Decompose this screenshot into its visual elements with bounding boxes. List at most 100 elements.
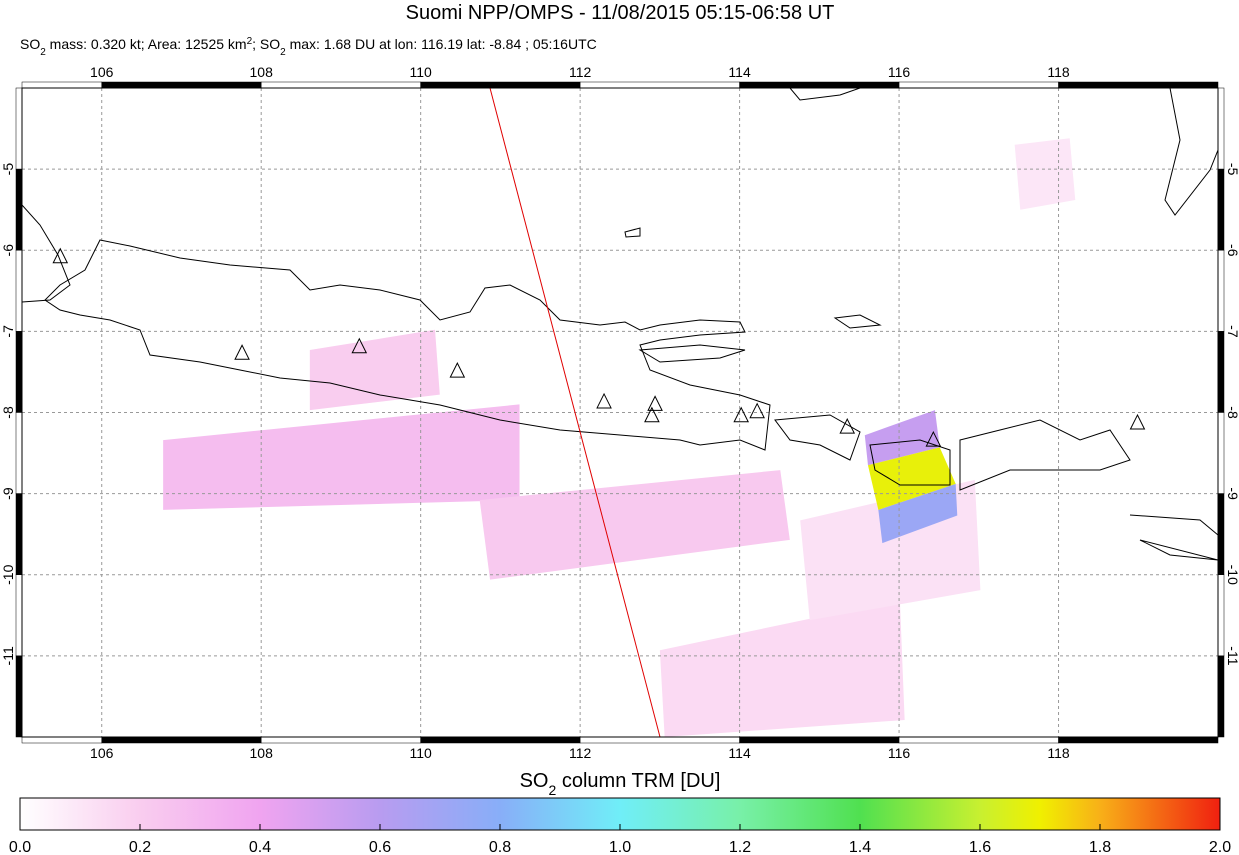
frame-bar: [420, 81, 581, 89]
volcano: [733, 406, 750, 423]
colorbar-tick-label: 1.6: [969, 839, 991, 855]
coastline: [1129, 514, 1218, 561]
frame-bar: [260, 736, 421, 744]
frame-bar: [21, 81, 102, 89]
frame-bar: [579, 736, 740, 744]
volcano: [596, 392, 612, 409]
frame-bar: [898, 736, 1059, 744]
x-tick-label: 108: [250, 745, 274, 761]
coastline: [1164, 88, 1218, 216]
frame-bar: [420, 736, 581, 744]
so2-pixel: [163, 404, 520, 510]
y-tick-label: -9: [0, 487, 16, 500]
volcanoes: [52, 247, 1146, 447]
x-tick-label: 116: [888, 64, 911, 80]
so2-pixel: [479, 470, 790, 580]
frame-bar: [101, 81, 262, 89]
coastlines: [22, 88, 1218, 737]
frame-bar: [1217, 87, 1225, 170]
coastline: [22, 204, 71, 303]
y-tick-label: -11: [1225, 646, 1239, 665]
y-tick-label: -6: [0, 244, 16, 257]
colorbar-tick-label: 0.4: [249, 839, 271, 855]
y-tick-label: -7: [0, 325, 16, 338]
frame-bar: [1217, 493, 1225, 575]
coastline: [638, 344, 746, 363]
x-tick-label: 118: [1047, 745, 1070, 761]
frame-bar: [579, 81, 740, 89]
coastline: [959, 419, 1131, 491]
y-tick-label: -9: [1225, 487, 1239, 500]
frame-bar: [260, 81, 421, 89]
frame-bar: [1217, 250, 1225, 332]
frame-bar: [1217, 412, 1225, 494]
colorbar: 0.0 0.2 0.4 0.6 0.8 1.0 1.2 1.4 1.6 1.8 2.0: [9, 797, 1231, 855]
so2-pixel: [878, 483, 958, 544]
volcano: [749, 402, 765, 419]
so2-pixel: [659, 599, 905, 737]
coastline: [44, 239, 771, 451]
colorbar-tick-label: 0.8: [489, 839, 511, 855]
x-tick-label: 118: [1047, 64, 1070, 80]
frame-bar: [15, 655, 23, 738]
colorbar-tick-label: 0.0: [9, 839, 31, 855]
frame-bar: [1217, 331, 1225, 413]
frame-bar: [15, 168, 23, 251]
so2-pixel: [867, 447, 956, 510]
frame-bar: [15, 87, 23, 170]
y-tick-label: -8: [1225, 406, 1239, 419]
x-tick-label: 112: [569, 64, 592, 80]
subtitle: SO2 mass: 0.320 kt; Area: 12525 km2; SO2…: [20, 36, 597, 58]
frame-bar: [1058, 736, 1219, 744]
frame-bar: [21, 736, 102, 744]
frame-bar: [739, 81, 900, 89]
y-tick-label: -11: [0, 646, 16, 665]
frame-bar: [15, 574, 23, 657]
x-tick-label: 114: [728, 745, 751, 761]
frame-bar: [15, 493, 23, 575]
x-tick-label: 108: [250, 64, 274, 80]
so2-pixel: [309, 329, 440, 411]
map-border: [21, 87, 1219, 738]
x-tick-label: 106: [90, 64, 114, 80]
volcano: [234, 344, 250, 360]
orbit-track: [489, 88, 661, 737]
volcano: [925, 430, 942, 447]
coastline: [624, 227, 882, 329]
y-tick-label: -10: [1225, 565, 1239, 585]
coastline: [869, 439, 951, 486]
volcano: [449, 362, 466, 378]
volcano: [1129, 413, 1146, 430]
x-tick-label: 110: [410, 64, 433, 80]
frame-bar: [15, 331, 23, 413]
colorbar-tick-label: 1.0: [609, 839, 631, 855]
frame-bar: [15, 250, 23, 332]
volcano: [351, 337, 368, 354]
chart-title: Suomi NPP/OMPS - 11/08/2015 05:15-06:58 …: [406, 2, 835, 24]
y-tick-label: -7: [1225, 325, 1239, 338]
y-tick-label: -6: [1225, 244, 1239, 257]
x-tick-label: 114: [728, 64, 751, 80]
frame-bar: [1217, 168, 1225, 251]
y-tick-label: -10: [0, 564, 16, 584]
grid: [22, 88, 1218, 737]
map-frame: 106 106 108 108 110 110 112 112 114 114 116 116 118 1…: [0, 64, 1239, 761]
colorbar-tick-label: 0.2: [129, 839, 151, 855]
frame-bar: [101, 736, 262, 744]
volcano: [52, 247, 69, 264]
so2-pixel: [1014, 138, 1076, 210]
frame-bar: [1058, 81, 1219, 89]
y-tick-label: -5: [0, 163, 16, 176]
volcano: [647, 395, 663, 411]
y-tick-label: -5: [1225, 163, 1239, 176]
frame-bar: [739, 736, 900, 744]
colorbar-tick-label: 1.4: [849, 839, 871, 855]
frame-bar: [1217, 574, 1225, 657]
frame-bar: [898, 81, 1059, 89]
x-tick-label: 112: [569, 745, 592, 761]
y-tick-label: -8: [0, 406, 16, 419]
x-tick-label: 106: [90, 745, 114, 761]
colorbar-title: SO2 column TRM [DU]: [520, 770, 721, 798]
colorbar-tick-label: 2.0: [1209, 839, 1231, 855]
